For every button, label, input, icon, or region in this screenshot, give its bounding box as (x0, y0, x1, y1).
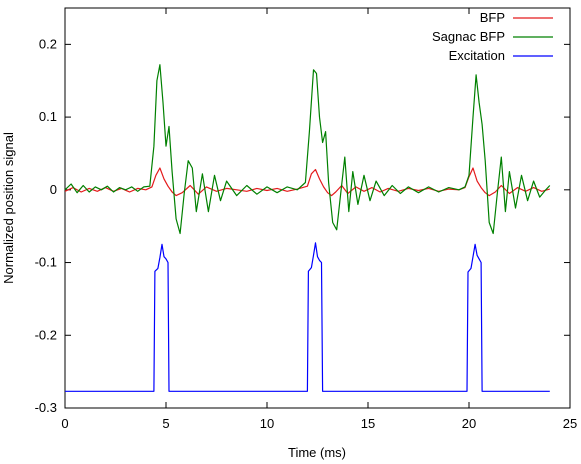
y-tick-label: 0.1 (39, 109, 57, 124)
plot-frame (64, 7, 571, 409)
y-tick-label: -0.3 (35, 400, 57, 415)
legend-label: Sagnac BFP (432, 29, 505, 44)
x-tick-label: 15 (361, 416, 375, 431)
y-tick-label: 0.2 (39, 36, 57, 51)
series-line-bfp (64, 167, 550, 197)
x-axis-label: Time (ms) (288, 445, 346, 460)
x-tick-label: 10 (260, 416, 274, 431)
x-tick-label: 25 (563, 416, 577, 431)
x-tick-label: 20 (462, 416, 476, 431)
legend: BFP Sagnac BFP Excitation (432, 10, 553, 63)
series-line-excitation (65, 242, 550, 392)
series-group (64, 64, 551, 392)
y-axis: -0.3 -0.2 -0.1 0 0.1 0.2 (35, 36, 570, 415)
y-tick-label: -0.1 (35, 255, 57, 270)
series-line-sagnac-bfp (64, 64, 551, 235)
y-tick-label: -0.2 (35, 327, 57, 342)
x-axis: 0 5 10 15 20 25 (61, 8, 577, 431)
x-tick-label: 5 (162, 416, 169, 431)
y-axis-label: Normalized position signal (1, 132, 16, 284)
legend-label: Excitation (449, 48, 505, 63)
y-tick-label: 0 (50, 182, 57, 197)
x-tick-label: 0 (61, 416, 68, 431)
legend-label: BFP (480, 10, 505, 25)
